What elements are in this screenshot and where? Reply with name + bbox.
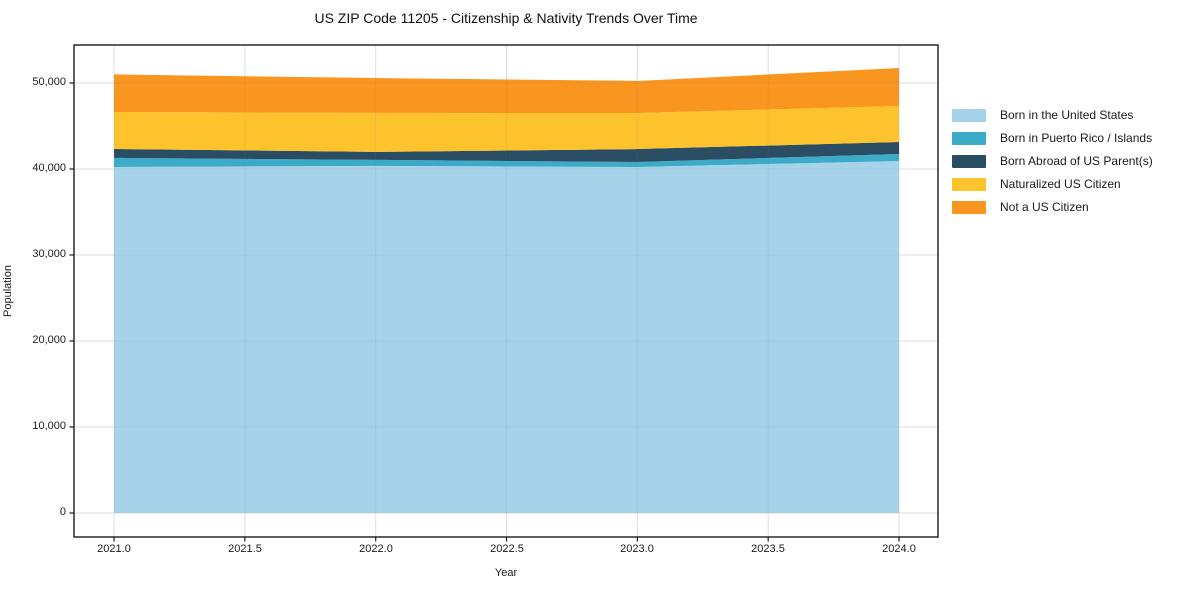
y-tick-label: 50,000 <box>32 76 66 88</box>
legend-item-label: Born in Puerto Rico / Islands <box>1000 131 1153 145</box>
legend-item-born-abroad: Born Abroad of US Parent(s) <box>952 155 1153 168</box>
legend-item-label: Naturalized US Citizen <box>1000 177 1121 191</box>
legend-item-label: Born in the United States <box>1000 108 1134 122</box>
x-axis-title: Year <box>494 567 518 579</box>
legend-item-label: Born Abroad of US Parent(s) <box>1000 154 1153 168</box>
legend-swatch-icon <box>952 155 986 168</box>
legend-swatch-icon <box>952 178 986 191</box>
x-tick-label: 2022.5 <box>490 543 524 555</box>
y-tick-label: 20,000 <box>32 334 66 346</box>
x-tick-label: 2023.0 <box>620 543 654 555</box>
legend-item-label: Not a US Citizen <box>1000 200 1089 214</box>
y-tick-label: 30,000 <box>32 248 66 260</box>
chart-title: US ZIP Code 11205 - Citizenship & Nativi… <box>314 10 698 26</box>
x-tick-label: 2021.0 <box>97 543 131 555</box>
y-tick-label: 10,000 <box>32 420 66 432</box>
legend-swatch-icon <box>952 201 986 214</box>
legend-item-born-in-us: Born in the United States <box>952 109 1153 122</box>
legend: Born in the United States Born in Puerto… <box>952 109 1153 224</box>
legend-swatch-icon <box>952 109 986 122</box>
y-axis-title: Population <box>2 265 14 317</box>
x-tick-label: 2021.5 <box>228 543 262 555</box>
legend-item-born-puerto-rico: Born in Puerto Rico / Islands <box>952 132 1153 145</box>
legend-item-not-citizen: Not a US Citizen <box>952 201 1153 214</box>
legend-swatch-icon <box>952 132 986 145</box>
y-tick-label: 40,000 <box>32 162 66 174</box>
legend-item-naturalized: Naturalized US Citizen <box>952 178 1153 191</box>
x-tick-label: 2024.0 <box>882 543 916 555</box>
x-tick-label: 2022.0 <box>359 543 393 555</box>
x-tick-label: 2023.5 <box>751 543 785 555</box>
y-tick-label: 0 <box>59 506 66 518</box>
